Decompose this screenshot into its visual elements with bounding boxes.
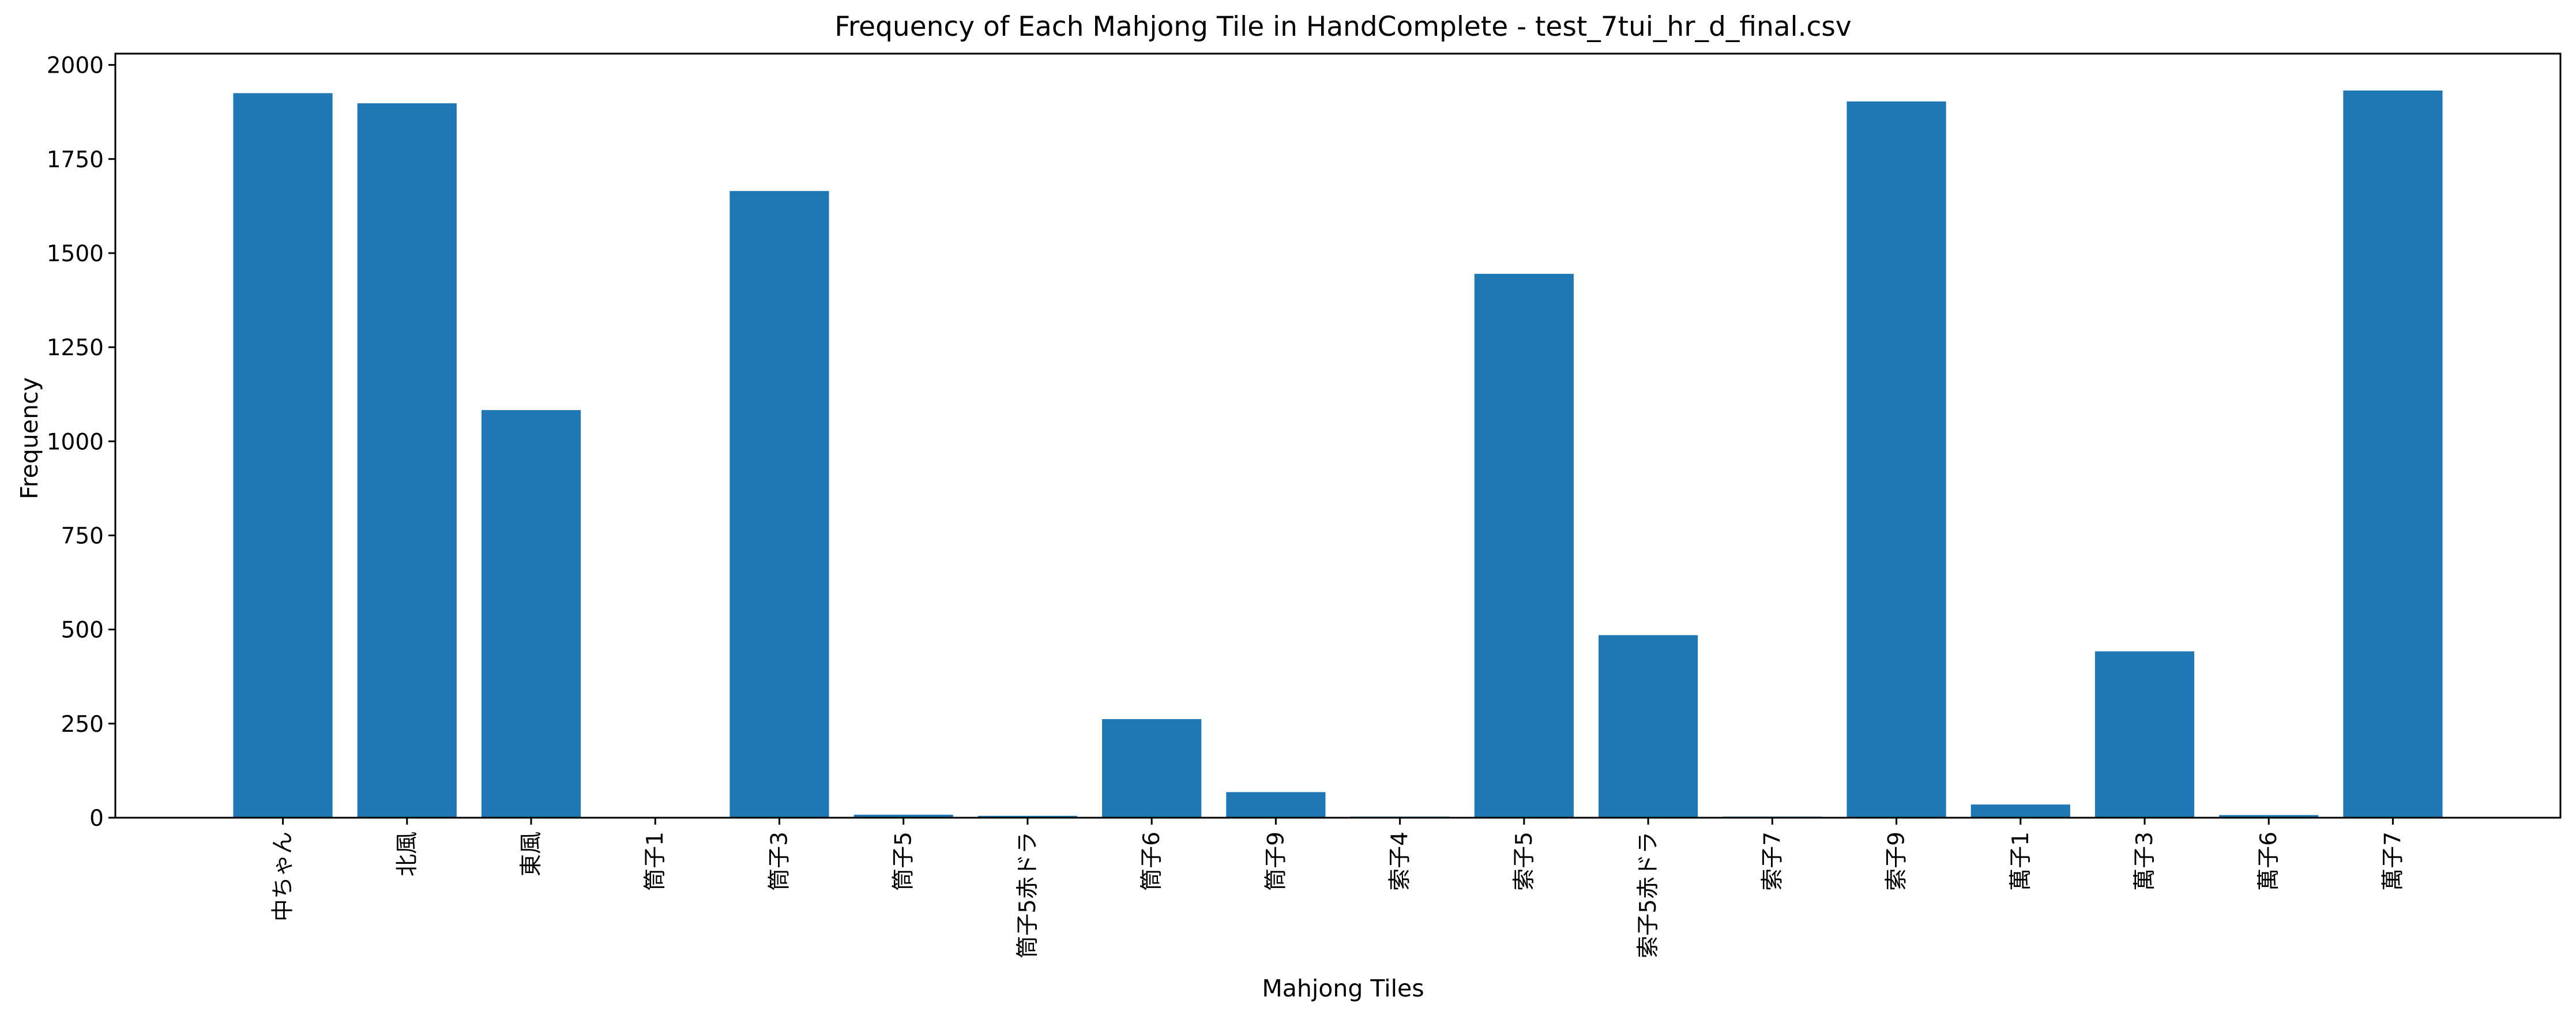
y-tick-label: 1500 — [47, 241, 104, 267]
x-tick-label: 索子7 — [1759, 832, 1785, 891]
x-axis-label: Mahjong Tiles — [1262, 975, 1424, 1002]
x-tick-label: 萬子7 — [2380, 832, 2406, 891]
bar-16 — [2219, 815, 2319, 818]
bar-11 — [1598, 635, 1698, 818]
y-tick-label: 500 — [61, 618, 104, 644]
x-tick-label: 筒子3 — [766, 832, 792, 891]
bar-15 — [2094, 651, 2195, 818]
y-tick-label: 2000 — [47, 53, 104, 79]
x-tick-label: 北風 — [394, 832, 420, 877]
plot-area-frame — [114, 52, 2562, 819]
x-tick-label: 萬子3 — [2132, 832, 2158, 891]
y-tick-label: 1750 — [47, 147, 104, 173]
bar-1 — [357, 103, 457, 818]
bar-6 — [977, 815, 1078, 818]
x-tick-label: 筒子1 — [642, 832, 668, 891]
chart-title: Frequency of Each Mahjong Tile in HandCo… — [834, 11, 1851, 43]
x-tick-label: 索子9 — [1884, 832, 1910, 891]
x-tick-label: 筒子6 — [1139, 832, 1165, 891]
bar-0 — [233, 93, 333, 818]
bar-13 — [1847, 101, 1946, 818]
y-axis-label: Frequency — [16, 377, 43, 499]
x-tick-label: 索子4 — [1387, 832, 1413, 891]
x-tick-label: 索子5赤ドラ — [1635, 832, 1661, 958]
x-tick-label: 筒子5 — [891, 832, 917, 891]
bar-2 — [481, 410, 581, 818]
bar-17 — [2343, 90, 2443, 818]
bar-5 — [853, 814, 953, 818]
y-tick-label: 1000 — [47, 429, 104, 455]
x-axis-ticks: 中ちゃん 北風 東風 筒子1 筒子3 筒子5 筒子5赤ドラ 筒子6 筒子9 索子4 索子5 索子5赤ド… — [270, 818, 2406, 958]
bars-group — [233, 90, 2443, 818]
x-tick-label: 萬子6 — [2256, 832, 2282, 891]
bar-10 — [1474, 273, 1574, 818]
bar-7 — [1102, 719, 1202, 818]
x-tick-label: 索子5 — [1511, 832, 1537, 891]
x-tick-label: 筒子5赤ドラ — [1015, 832, 1041, 958]
x-tick-label: 萬子1 — [2008, 832, 2034, 891]
y-tick-label: 250 — [61, 712, 104, 738]
bar-14 — [1970, 804, 2070, 818]
y-tick-label: 750 — [61, 523, 104, 549]
bar-4 — [729, 191, 829, 818]
y-tick-label: 1250 — [47, 335, 104, 361]
x-tick-label: 東風 — [518, 832, 544, 877]
x-tick-label: 筒子9 — [1263, 832, 1289, 891]
bar-8 — [1226, 792, 1326, 818]
y-tick-label: 0 — [89, 806, 104, 832]
x-tick-label: 中ちゃん — [270, 832, 296, 922]
y-axis-ticks: 0 250 500 750 1000 1250 1500 1750 2000 — [47, 53, 115, 832]
